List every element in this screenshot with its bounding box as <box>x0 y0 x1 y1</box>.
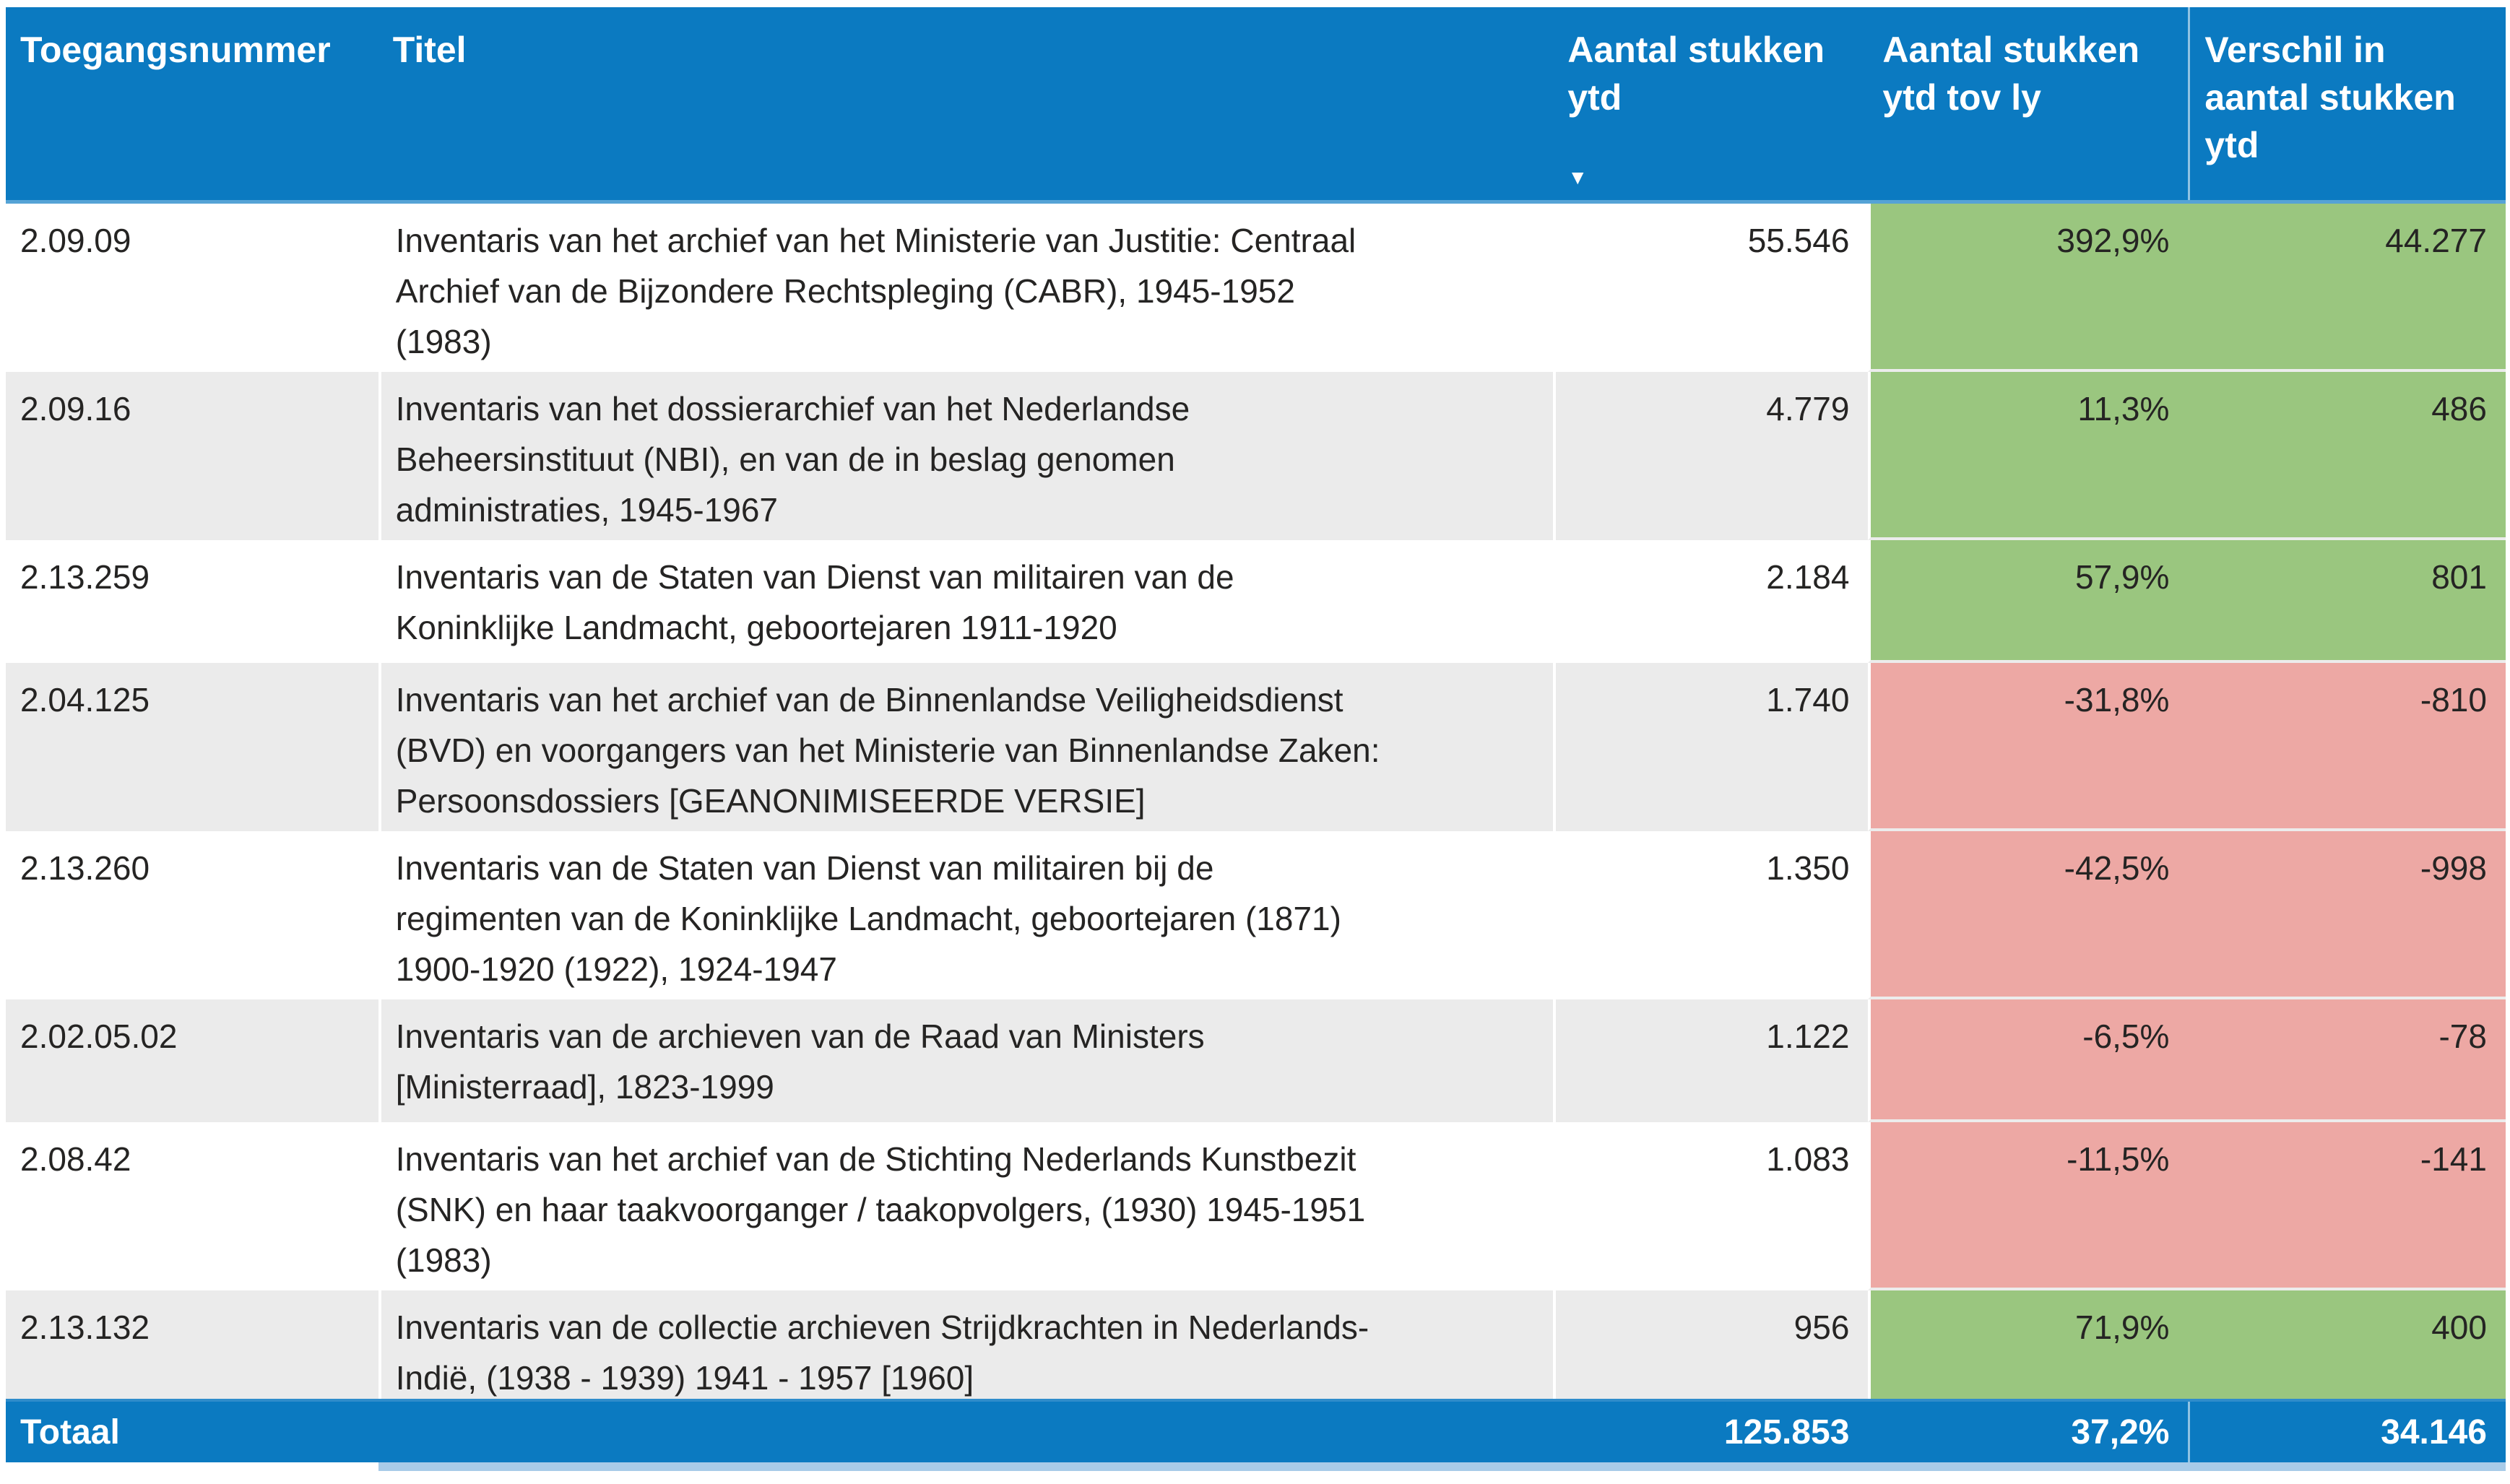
table-row[interactable]: 2.13.132 Inventaris van de collectie arc… <box>6 1290 2506 1399</box>
table-row[interactable]: 2.09.16 Inventaris van het dossierarchie… <box>6 372 2506 540</box>
column-header-label: Verschil in aantal stukken ytd <box>2204 30 2456 165</box>
table-row[interactable]: 2.13.260 Inventaris van de Staten van Di… <box>6 831 2506 999</box>
sort-descending-icon[interactable]: ▼ <box>1567 166 1588 188</box>
total-ytd-tov-ly: 37,2% <box>2071 1413 2170 1452</box>
column-header-aantal-stukken-ytd[interactable]: Aantal stukken ytd ▼ <box>1553 7 1868 200</box>
cell-titel[interactable]: Inventaris van het dossierarchief van he… <box>378 372 1554 540</box>
cell-titel[interactable]: Inventaris van het archief van de Binnen… <box>378 663 1554 831</box>
cell-ytd-tov-ly[interactable]: 57,9% <box>1868 540 2189 663</box>
cell-aantal-stukken-ytd[interactable]: 55.546 <box>1553 204 1868 372</box>
column-header-verschil-in-aantal-stukken-ytd[interactable]: Verschil in aantal stukken ytd <box>2188 7 2506 200</box>
cell-verschil[interactable]: 801 <box>2188 540 2506 663</box>
cell-aantal-stukken-ytd[interactable]: 1.740 <box>1553 663 1869 831</box>
table-header-row: Toegangsnummer Titel Aantal stukken ytd … <box>6 7 2506 204</box>
cell-toegangsnummer[interactable]: 2.13.260 <box>20 849 150 887</box>
horizontal-scrollbar[interactable] <box>378 1462 2506 1471</box>
data-table: Toegangsnummer Titel Aantal stukken ytd … <box>6 7 2506 1471</box>
cell-titel[interactable]: Inventaris van de Staten van Dienst van … <box>378 540 1554 663</box>
total-row: Totaal 125.853 37,2% 34.146 <box>6 1399 2506 1462</box>
cell-toegangsnummer[interactable]: 2.08.42 <box>20 1140 131 1178</box>
cell-toegangsnummer[interactable]: 2.04.125 <box>6 663 378 831</box>
cell-ytd-tov-ly[interactable]: -6,5% <box>1868 999 2189 1122</box>
cell-aantal-stukken-ytd[interactable]: 1.083 <box>1553 1122 1868 1290</box>
cell-aantal-stukken-ytd[interactable]: 4.779 <box>1553 372 1869 540</box>
cell-titel[interactable]: Inventaris van de Staten van Dienst van … <box>378 831 1554 999</box>
cell-toegangsnummer[interactable]: 2.09.16 <box>6 372 378 540</box>
cell-titel[interactable]: Inventaris van de archieven van de Raad … <box>378 999 1554 1122</box>
cell-aantal-stukken-ytd[interactable]: 1.122 <box>1553 999 1869 1122</box>
table-row[interactable]: 2.08.42 Inventaris van het archief van d… <box>6 1122 2506 1290</box>
total-label: Totaal <box>20 1413 120 1452</box>
cell-toegangsnummer[interactable]: 2.09.09 <box>20 222 131 259</box>
cell-verschil[interactable]: 400 <box>2188 1290 2506 1399</box>
column-header-titel[interactable]: Titel <box>378 7 1554 200</box>
cell-verschil[interactable]: -78 <box>2188 999 2506 1122</box>
cell-toegangsnummer[interactable]: 2.13.132 <box>6 1290 378 1399</box>
cell-titel[interactable]: Inventaris van het archief van de Sticht… <box>378 1122 1554 1290</box>
cell-titel[interactable]: Inventaris van de collectie archieven St… <box>378 1290 1554 1399</box>
column-header-label: Aantal stukken ytd <box>1567 30 1825 118</box>
cell-ytd-tov-ly[interactable]: 71,9% <box>1868 1290 2189 1399</box>
column-header-label: Titel <box>392 30 467 70</box>
column-header-label: Toegangsnummer <box>20 30 331 70</box>
cell-verschil[interactable]: 44.277 <box>2188 204 2506 372</box>
cell-verschil[interactable]: -141 <box>2188 1122 2506 1290</box>
cell-toegangsnummer[interactable]: 2.02.05.02 <box>6 999 378 1122</box>
table-row[interactable]: 2.02.05.02 Inventaris van de archieven v… <box>6 999 2506 1122</box>
total-aantal-stukken-ytd: 125.853 <box>1723 1413 1850 1452</box>
table-row[interactable]: 2.09.09 Inventaris van het archief van h… <box>6 204 2506 372</box>
table-row[interactable]: 2.13.259 Inventaris van de Staten van Di… <box>6 540 2506 663</box>
total-titel-spacer <box>378 1402 1554 1462</box>
cell-aantal-stukken-ytd[interactable]: 1.350 <box>1553 831 1868 999</box>
cell-aantal-stukken-ytd[interactable]: 2.184 <box>1553 540 1868 663</box>
cell-titel[interactable]: Inventaris van het archief van het Minis… <box>378 204 1554 372</box>
cell-verschil[interactable]: -998 <box>2188 831 2506 999</box>
cell-ytd-tov-ly[interactable]: -31,8% <box>1868 663 2189 831</box>
cell-verschil[interactable]: 486 <box>2188 372 2506 540</box>
cell-ytd-tov-ly[interactable]: 392,9% <box>1868 204 2189 372</box>
column-header-toegangsnummer[interactable]: Toegangsnummer <box>6 7 378 200</box>
column-header-label: Aantal stukken ytd tov ly <box>1882 30 2140 118</box>
total-verschil: 34.146 <box>2188 1402 2506 1462</box>
cell-ytd-tov-ly[interactable]: -42,5% <box>1868 831 2189 999</box>
cell-aantal-stukken-ytd[interactable]: 956 <box>1553 1290 1869 1399</box>
cell-ytd-tov-ly[interactable]: 11,3% <box>1868 372 2189 540</box>
cell-ytd-tov-ly[interactable]: -11,5% <box>1868 1122 2189 1290</box>
cell-toegangsnummer[interactable]: 2.13.259 <box>20 558 150 596</box>
column-header-aantal-stukken-ytd-tov-ly[interactable]: Aantal stukken ytd tov ly <box>1868 7 2188 200</box>
cell-verschil[interactable]: -810 <box>2188 663 2506 831</box>
table-row[interactable]: 2.04.125 Inventaris van het archief van … <box>6 663 2506 831</box>
